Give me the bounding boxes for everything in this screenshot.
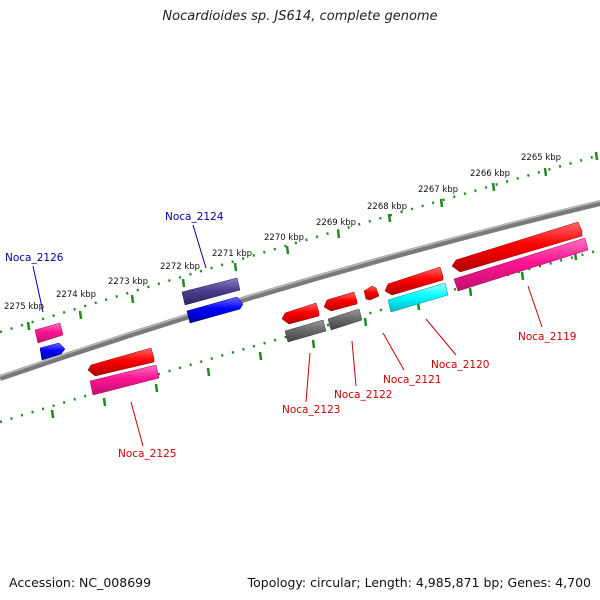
tick-label: 2270 kbp	[264, 233, 304, 243]
gene-label[interactable]: Noca_2120	[431, 359, 489, 371]
gene-noca-2120[interactable]	[387, 282, 449, 313]
tick-label: 2268 kbp	[367, 202, 407, 212]
gene-label[interactable]: Noca_2124	[165, 211, 224, 223]
tick-marks-outer	[26, 151, 599, 331]
tick-label: 2267 kbp	[418, 185, 458, 195]
cds-noca-2121[interactable]	[363, 285, 380, 301]
label-leaders	[32, 224, 543, 447]
gene-label[interactable]: Noca_2123	[282, 404, 340, 416]
scale-track-outer	[0, 153, 600, 334]
tick-label: 2269 kbp	[316, 218, 356, 228]
map-title: Nocardioides sp. JS614, complete genome	[162, 9, 438, 24]
tick-label: 2271 kbp	[212, 249, 252, 259]
cds-noca-2120[interactable]	[384, 266, 444, 296]
gene-noca-2122[interactable]	[327, 308, 363, 331]
gene-label[interactable]: Noca_2119	[518, 331, 576, 343]
gene-label[interactable]: Noca_2122	[334, 389, 392, 401]
genome-summary: Topology: circular; Length: 4,985,871 bp…	[247, 575, 591, 590]
cds-noca-2126[interactable]	[34, 322, 64, 344]
gene-label[interactable]: Noca_2121	[383, 374, 441, 386]
tick-label: 2273 kbp	[108, 277, 148, 287]
genome-backbone-highlight	[0, 200, 600, 377]
gene-label[interactable]: Noca_2126	[5, 252, 64, 264]
cds-noca-2125[interactable]	[87, 347, 155, 377]
gene-noca-2119[interactable]	[453, 237, 589, 292]
gene-label[interactable]: Noca_2125	[118, 448, 176, 460]
gene-noca-2124[interactable]	[186, 296, 244, 324]
cds-noca-2124[interactable]	[181, 277, 241, 306]
genome-backbone	[0, 200, 600, 381]
gene-noca-2125[interactable]	[89, 364, 160, 396]
gene-noca-2123[interactable]	[284, 319, 327, 343]
cds-noca-2123[interactable]	[281, 302, 320, 325]
tick-label: 2266 kbp	[470, 169, 510, 179]
accession-text: Accession: NC_008699	[9, 575, 152, 590]
tick-label: 2275 kbp	[4, 302, 44, 312]
features	[34, 221, 589, 396]
cds-noca-2119[interactable]	[451, 221, 583, 273]
cds-noca-2122[interactable]	[323, 291, 358, 312]
gene-noca-2126[interactable]	[39, 342, 66, 361]
tick-label: 2272 kbp	[160, 262, 200, 272]
tick-label: 2274 kbp	[56, 290, 96, 300]
tick-marks-inner	[50, 251, 578, 419]
tick-label: 2265 kbp	[521, 153, 561, 163]
